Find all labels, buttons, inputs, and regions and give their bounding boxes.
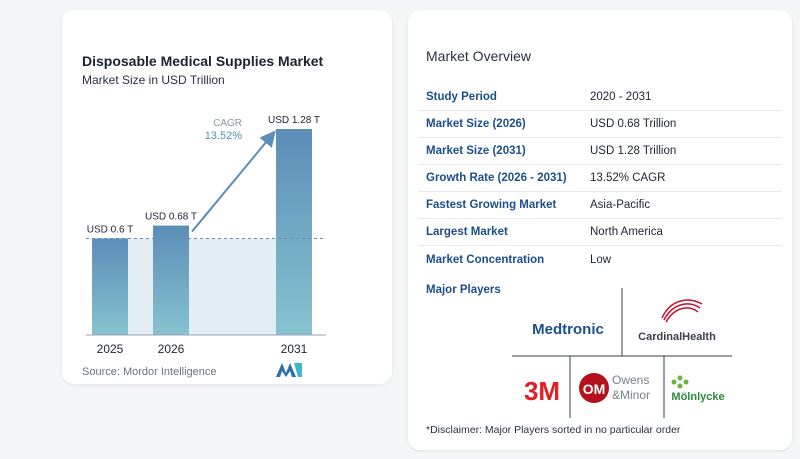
data-label-2031: USD 1.28 T	[268, 115, 320, 126]
bar-2031	[276, 129, 312, 335]
major-players-logos: Medtronic CardinalHealth 3M OM Owens &Mi…	[512, 288, 732, 418]
overview-row: Study Period 2020 - 2031	[418, 84, 782, 111]
source-text: Source: Mordor Intelligence	[82, 366, 217, 378]
overview-table: Study Period 2020 - 2031 Market Size (2026…	[418, 84, 782, 273]
overview-row-label: Study Period	[426, 91, 497, 103]
data-label-2025: USD 0.6 T	[87, 224, 134, 235]
overview-row-label: Market Size (2031)	[426, 145, 526, 157]
overview-row: Growth Rate (2026 - 2031) 13.52% CAGR	[418, 165, 782, 192]
chart-subtitle: Market Size in USD Trillion	[82, 73, 225, 87]
overview-row-value: North America	[590, 226, 663, 238]
major-players-title: Major Players	[426, 284, 501, 296]
cagr-arrow	[191, 130, 276, 233]
market-size-card: Disposable Medical Supplies Market Marke…	[62, 10, 392, 384]
overview-row: Largest Market North America	[418, 219, 782, 246]
market-overview-card: Market Overview Study Period 2020 - 2031 M…	[408, 10, 792, 450]
overview-row-label: Largest Market	[426, 226, 508, 238]
overview-row: Fastest Growing Market Asia-Pacific	[418, 192, 782, 219]
chart-title: Disposable Medical Supplies Market	[82, 53, 324, 69]
overview-row-label: Fastest Growing Market	[426, 199, 557, 211]
overview-row: Market Concentration Low	[418, 246, 782, 273]
mordor-logo-icon	[276, 363, 302, 377]
overview-row-label: Market Size (2026)	[426, 118, 526, 130]
cardinal-health-logo: CardinalHealth	[638, 299, 716, 343]
svg-text:OM: OM	[583, 381, 606, 397]
owens-minor-text-line2: &Minor	[612, 388, 650, 402]
overview-row-label: Growth Rate (2026 - 2031)	[426, 172, 567, 184]
cagr-value: 13.52%	[205, 130, 243, 142]
medtronic-logo: Medtronic	[532, 321, 604, 338]
cagr-label: CAGR	[213, 118, 242, 129]
molnlycke-logo: Mölnlycke	[671, 375, 725, 403]
owens-minor-text-line1: Owens	[612, 373, 649, 387]
overview-row: Market Size (2031) USD 1.28 Trillion	[418, 138, 782, 165]
overview-row-value: USD 0.68 Trillion	[590, 118, 677, 130]
cardinal-health-text: CardinalHealth	[638, 331, 716, 343]
overview-row-label: Market Concentration	[426, 253, 545, 266]
bar-2026	[153, 225, 189, 335]
overview-row: Market Size (2026) USD 0.68 Trillion	[418, 111, 782, 138]
overview-row-value: 13.52% CAGR	[590, 172, 666, 184]
overview-row-value: 2020 - 2031	[590, 91, 652, 103]
x-tick-2025: 2025	[97, 342, 124, 356]
overview-row-value: Asia-Pacific	[590, 199, 651, 211]
bar-2025	[92, 238, 128, 335]
data-label-2026: USD 0.68 T	[145, 212, 197, 223]
x-tick-2026: 2026	[158, 342, 185, 356]
bar-chart: USD 0.6 T 2025 USD 0.68 T 2026 USD 1.28 T 203…	[86, 115, 326, 356]
molnlycke-text: Mölnlycke	[671, 391, 724, 403]
overview-row-value: USD 1.28 Trillion	[590, 145, 677, 157]
3m-logo: 3M	[524, 376, 560, 406]
x-tick-2031: 2031	[281, 342, 308, 356]
overview-row-value: Low	[590, 253, 612, 266]
disclaimer-text: *Disclaimer: Major Players sorted in no …	[426, 424, 681, 436]
overview-title: Market Overview	[426, 48, 532, 64]
owens-minor-logo: OM Owens &Minor	[579, 373, 650, 403]
